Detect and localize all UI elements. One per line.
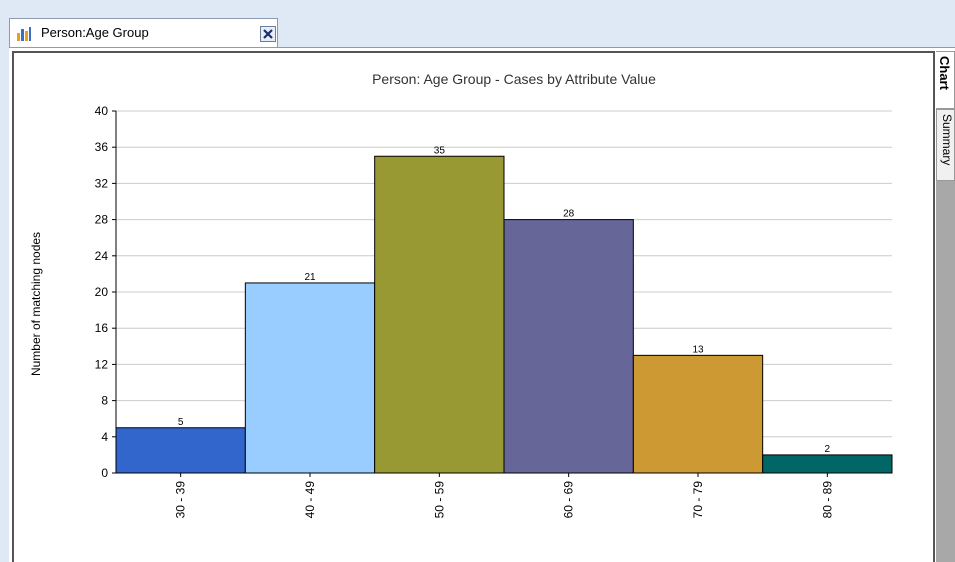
y-axis-label: Number of matching nodes <box>29 232 43 376</box>
y-tick-label: 28 <box>95 213 109 227</box>
tab-chart-label: Chart <box>937 56 952 90</box>
y-tick-label: 12 <box>95 357 109 371</box>
bar <box>632 354 764 474</box>
tab-summary[interactable]: Summary <box>936 109 955 181</box>
close-tab-button[interactable] <box>260 26 276 42</box>
bar <box>503 219 634 474</box>
data-label: 2 <box>825 444 831 455</box>
y-tick-label: 8 <box>101 394 108 408</box>
tab-title: Person:Age Group <box>41 25 149 40</box>
bar <box>374 155 505 474</box>
x-tick-label: 60 - 69 <box>562 481 576 519</box>
y-tick-label: 40 <box>95 104 109 118</box>
bar <box>244 282 376 474</box>
bar-chart: Person: Age Group - Cases by Attribute V… <box>29 71 893 519</box>
data-label: 21 <box>304 272 316 283</box>
bar-chart-icon <box>17 27 31 41</box>
y-tick-label: 20 <box>95 285 109 299</box>
y-tick-label: 0 <box>101 466 108 480</box>
y-tick-label: 24 <box>95 249 109 263</box>
side-tab-strip: Chart Summary <box>936 51 955 562</box>
y-tick-label: 32 <box>95 176 109 190</box>
chart-panel: Person: Age Group - Cases by Attribute V… <box>12 51 935 562</box>
x-tick-label: 30 - 39 <box>174 481 188 519</box>
bar <box>115 427 246 474</box>
x-tick-label: 40 - 49 <box>303 481 317 519</box>
data-label: 28 <box>563 209 575 220</box>
y-tick-label: 36 <box>95 140 109 154</box>
data-label: 35 <box>434 145 446 156</box>
chart-title: Person: Age Group - Cases by Attribute V… <box>372 71 656 87</box>
x-tick-label: 70 - 79 <box>691 481 705 519</box>
y-tick-label: 16 <box>95 321 109 335</box>
bar <box>762 454 893 474</box>
tab-chart[interactable]: Chart <box>936 51 955 109</box>
y-tick-label: 4 <box>101 430 108 444</box>
data-label: 5 <box>178 417 184 428</box>
x-tick-label: 50 - 59 <box>432 481 446 519</box>
close-icon <box>263 29 273 39</box>
x-tick-label: 80 - 89 <box>820 481 834 519</box>
chart-tab[interactable]: Person:Age Group <box>9 18 278 48</box>
data-label: 13 <box>692 344 704 355</box>
tab-summary-label: Summary <box>940 114 954 166</box>
